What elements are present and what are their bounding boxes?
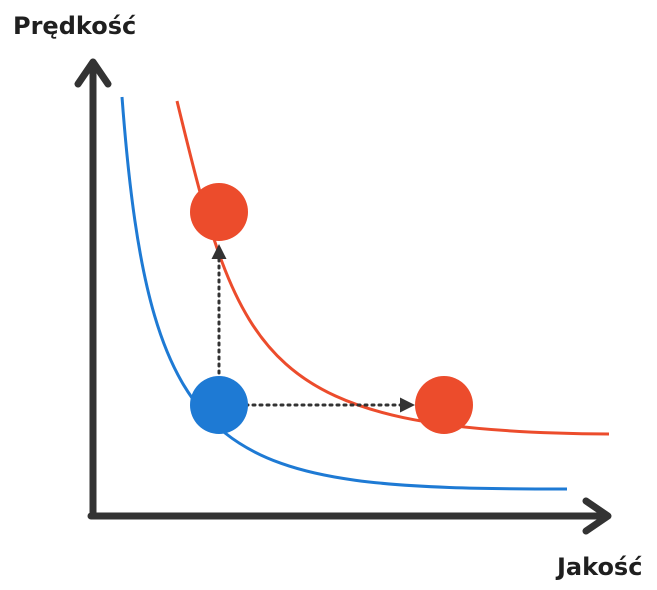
improved-speed-point: [190, 183, 248, 241]
y-axis-label: Prędkość: [13, 12, 137, 40]
x-axis-label: Jakość: [557, 553, 643, 581]
y-axis: [74, 58, 112, 520]
x-axis: [87, 497, 612, 535]
x-axis-arrow-icon: [582, 497, 612, 535]
improved-curve: [175, 100, 610, 436]
baseline-point: [190, 376, 248, 434]
improved-quality-point: [415, 376, 473, 434]
y-axis-arrow-icon: [74, 58, 112, 88]
